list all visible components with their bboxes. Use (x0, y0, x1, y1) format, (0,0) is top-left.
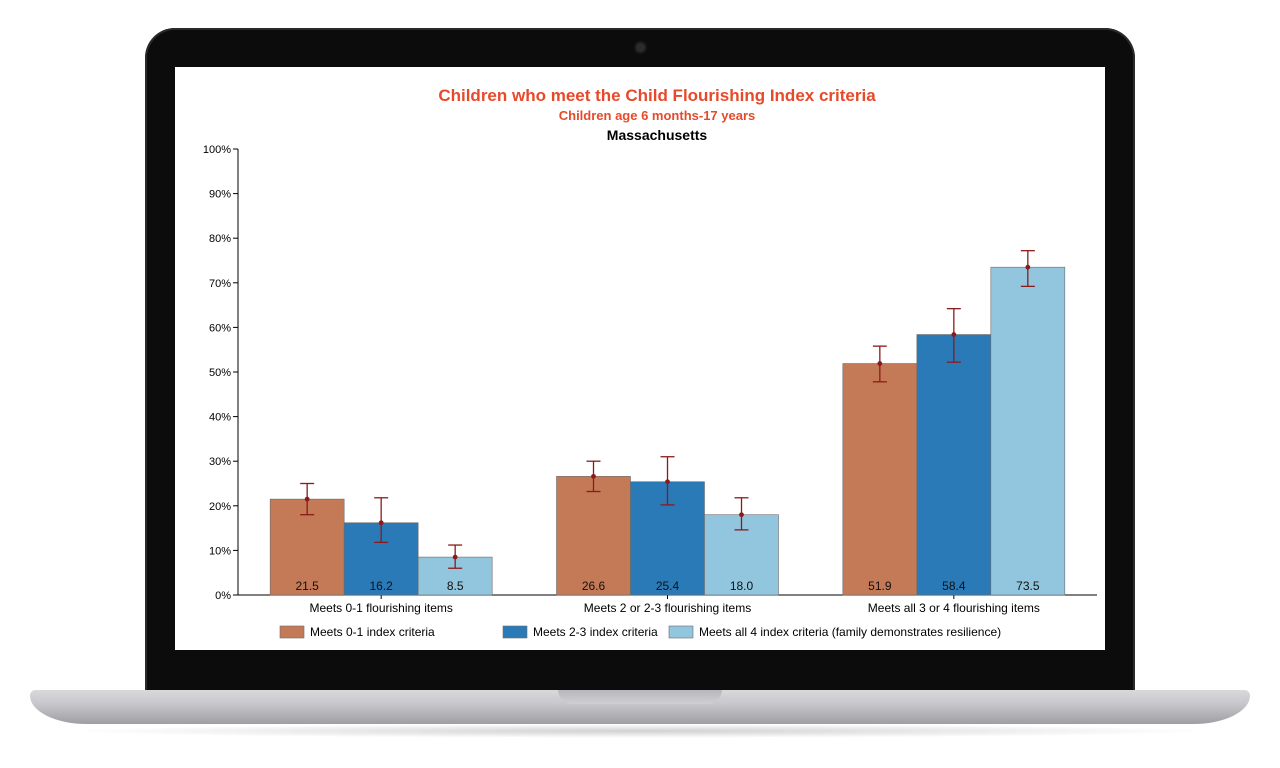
legend-swatch (668, 625, 694, 639)
camera-icon (636, 43, 645, 52)
bar (990, 266, 1066, 596)
y-tick-label: 0% (215, 590, 231, 602)
y-tick-label: 40% (209, 412, 231, 424)
bar-value-label: 18.0 (730, 579, 754, 593)
y-tick-label: 20% (209, 501, 231, 513)
x-category-label: Meets all 3 or 4 flourishing items (868, 601, 1040, 615)
bar-value-label: 8.5 (447, 579, 464, 593)
y-tick-label: 70% (209, 278, 231, 290)
chart-bars: Meets 0-1 flourishing items 21.5 16.2 8.5 Me… (269, 250, 1066, 615)
y-tick-label: 50% (209, 367, 231, 379)
chart-region: Massachusetts (607, 127, 708, 143)
y-tick-label: 90% (209, 189, 231, 201)
error-point (1025, 264, 1031, 270)
bar-value-label: 58.4 (942, 579, 966, 593)
x-category-label: Meets 0-1 flourishing items (309, 601, 452, 615)
bar-chart: Children who meet the Child Flourishing … (203, 86, 1097, 639)
y-tick-label: 100% (203, 144, 231, 156)
legend-swatch (279, 625, 305, 639)
error-point (591, 473, 596, 479)
legend-swatch (502, 625, 528, 639)
legend-label: Meets 2-3 index criteria (533, 625, 658, 639)
bar-value-label: 26.6 (582, 579, 606, 593)
laptop-shadow (60, 724, 1220, 738)
x-category-label: Meets 2 or 2-3 flourishing items (584, 601, 751, 615)
bar-value-label: 25.4 (656, 579, 680, 593)
legend-label: Meets all 4 index criteria (family demon… (699, 625, 1001, 639)
y-tick-label: 60% (209, 322, 231, 334)
bar (556, 476, 631, 596)
error-point (951, 332, 957, 337)
error-point (304, 496, 310, 502)
error-point (739, 512, 744, 518)
y-tick-label: 80% (209, 233, 231, 245)
chart-title: Children who meet the Child Flourishing … (438, 86, 876, 105)
bar-value-label: 16.2 (369, 579, 393, 593)
error-point (378, 520, 384, 526)
error-point (665, 479, 670, 485)
bar-value-label: 73.5 (1016, 579, 1040, 593)
bar (916, 334, 992, 596)
laptop-notch (558, 690, 722, 704)
y-tick-label: 30% (209, 456, 231, 468)
bar-value-label: 51.9 (868, 579, 892, 593)
legend-label: Meets 0-1 index criteria (310, 625, 435, 639)
chart-legend: Meets 0-1 index criteria Meets 2-3 index … (279, 625, 1001, 639)
error-point (452, 554, 458, 560)
chart-subtitle: Children age 6 months-17 years (559, 108, 756, 123)
y-tick-label: 10% (209, 545, 231, 557)
error-point (877, 361, 883, 366)
bar-value-label: 21.5 (295, 579, 319, 593)
bar (842, 363, 918, 596)
